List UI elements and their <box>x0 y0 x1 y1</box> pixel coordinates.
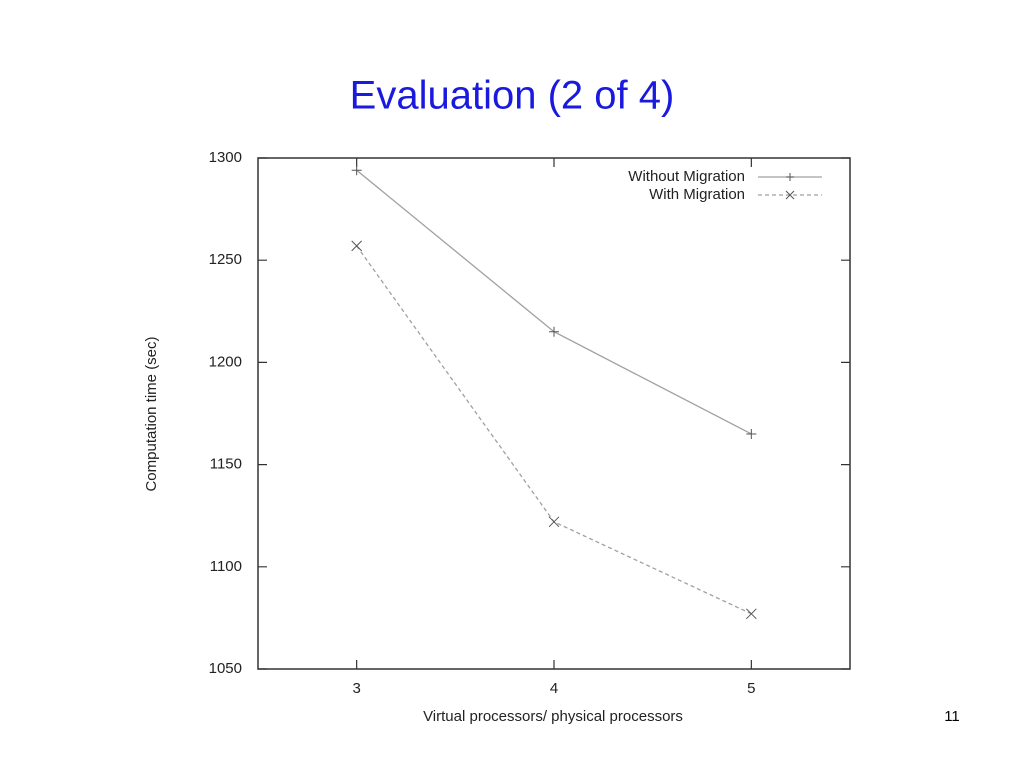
y-tick-label: 1150 <box>210 456 242 473</box>
x-tick-label: 4 <box>550 680 558 697</box>
y-tick-label: 1050 <box>209 660 242 677</box>
legend-marker <box>785 190 795 200</box>
y-axis-label: Computation time (sec) <box>143 336 160 491</box>
legend-label: With Migration <box>649 186 745 203</box>
point-marker <box>351 240 363 252</box>
y-tick-label: 1300 <box>209 149 242 166</box>
y-tick-label: 1100 <box>210 558 242 575</box>
point-marker <box>549 326 559 337</box>
x-tick-label: 5 <box>747 680 755 697</box>
slide-title: Evaluation (2 of 4) <box>350 74 675 118</box>
point-marker <box>548 516 560 528</box>
series-line <box>356 245 752 615</box>
y-tick-label: 1250 <box>209 251 242 268</box>
legend-marker <box>786 173 794 181</box>
legend-label: Without Migration <box>628 168 745 185</box>
x-axis-label: Virtual processors/ physical processors <box>423 708 683 725</box>
y-tick-label: 1200 <box>209 353 242 370</box>
plot-frame <box>257 157 851 670</box>
series-line <box>356 169 752 435</box>
point-marker <box>745 608 757 620</box>
x-tick-label: 3 <box>352 680 360 697</box>
point-marker <box>746 428 757 439</box>
page-number: 11 <box>944 708 960 725</box>
point-marker <box>351 165 362 176</box>
